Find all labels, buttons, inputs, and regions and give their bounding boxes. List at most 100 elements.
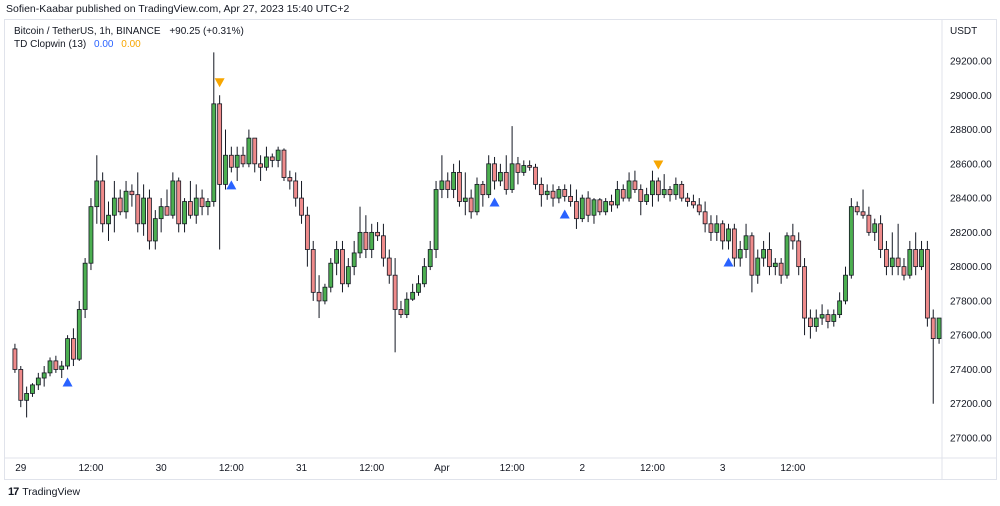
y-tick-label: 28400.00 bbox=[950, 194, 992, 205]
candle-body bbox=[585, 197, 591, 216]
candle-body bbox=[328, 262, 334, 288]
candle-body bbox=[802, 266, 807, 319]
indicator-value-1: 0.00 bbox=[94, 39, 114, 50]
candle-body bbox=[772, 262, 778, 268]
candle-body bbox=[462, 197, 468, 202]
candle-body bbox=[702, 211, 708, 225]
candle-body bbox=[299, 197, 304, 216]
candle-body bbox=[170, 180, 176, 216]
candle-body bbox=[796, 240, 802, 268]
candle-body bbox=[533, 166, 538, 185]
y-tick-label: 29200.00 bbox=[950, 57, 992, 68]
candle-body bbox=[720, 223, 726, 242]
candle-body bbox=[819, 314, 825, 319]
candle-body bbox=[574, 201, 579, 220]
candle-body bbox=[509, 163, 515, 190]
candle-body bbox=[82, 262, 88, 310]
candle-body bbox=[655, 180, 661, 196]
y-tick-label: 27200.00 bbox=[950, 399, 992, 410]
x-tick-label: 12:00 bbox=[219, 463, 244, 474]
candle-body bbox=[708, 223, 714, 233]
candle-body bbox=[866, 214, 872, 233]
candle-body bbox=[696, 204, 702, 213]
candle-body bbox=[211, 103, 217, 202]
candle-body bbox=[872, 223, 878, 233]
candle-body bbox=[790, 235, 796, 242]
candle-body bbox=[182, 201, 187, 225]
x-tick-label: 3 bbox=[720, 463, 726, 474]
candle-body bbox=[457, 171, 462, 202]
sell-signal-marker bbox=[653, 160, 664, 170]
candle-body bbox=[644, 194, 650, 202]
candle-body bbox=[755, 257, 761, 276]
candle-body bbox=[65, 338, 70, 367]
candle-body bbox=[527, 165, 533, 168]
candle-body bbox=[936, 317, 942, 340]
x-tick-label: Apr bbox=[434, 463, 450, 474]
candle-body bbox=[404, 298, 410, 316]
publisher-caption: Sofien-Kaabar published on TradingView.c… bbox=[6, 3, 350, 15]
x-tick-label: 12:00 bbox=[359, 463, 384, 474]
candle-body bbox=[41, 372, 47, 379]
candle-body bbox=[901, 266, 907, 276]
chart-frame bbox=[4, 19, 997, 480]
y-tick-label: 27800.00 bbox=[950, 296, 992, 307]
x-tick-label: 12:00 bbox=[500, 463, 525, 474]
candle-body bbox=[714, 223, 720, 233]
candle-body bbox=[731, 228, 737, 259]
candle-body bbox=[913, 249, 919, 268]
candle-body bbox=[59, 365, 65, 370]
symbol-title: Bitcoin / TetherUS, 1h, BINANCE bbox=[14, 26, 161, 37]
candle-body bbox=[889, 257, 895, 268]
candle-body bbox=[199, 197, 205, 208]
candle-body bbox=[544, 190, 550, 196]
indicator-legend[interactable]: TD Clopwin (13) 0.00 0.00 bbox=[14, 39, 141, 50]
candle-body bbox=[503, 171, 509, 190]
candle-body bbox=[228, 154, 234, 168]
candle-body bbox=[76, 309, 82, 360]
x-tick-label: 2 bbox=[580, 463, 586, 474]
candle-body bbox=[486, 163, 492, 196]
candle-body bbox=[439, 180, 445, 190]
candle-body bbox=[100, 180, 106, 225]
candle-body bbox=[152, 218, 158, 242]
y-tick-label: 29000.00 bbox=[950, 91, 992, 102]
candle-body bbox=[614, 189, 620, 206]
candle-body bbox=[304, 214, 310, 250]
x-tick-label: 31 bbox=[296, 463, 308, 474]
candle-body bbox=[831, 314, 837, 322]
candle-body bbox=[217, 103, 223, 185]
candle-body bbox=[386, 257, 392, 276]
x-tick-label: 12:00 bbox=[640, 463, 665, 474]
candle-body bbox=[492, 163, 497, 182]
candle-body bbox=[106, 214, 111, 225]
buy-signal-marker bbox=[62, 377, 73, 387]
candle-body bbox=[88, 206, 94, 264]
tradingview-logo-icon: 17 bbox=[8, 486, 19, 498]
candle-body bbox=[620, 189, 626, 199]
buy-signal-marker bbox=[723, 257, 734, 267]
candle-body bbox=[176, 180, 182, 225]
candle-body bbox=[117, 197, 123, 213]
candle-body bbox=[538, 183, 544, 196]
sell-signal-marker bbox=[214, 78, 225, 88]
candle-body bbox=[562, 189, 568, 197]
indicator-value-2: 0.00 bbox=[121, 39, 141, 50]
candle-body bbox=[854, 206, 860, 213]
candle-body bbox=[264, 156, 269, 168]
price-change: +90.25 (+0.31%) bbox=[169, 26, 244, 37]
candle-body bbox=[410, 291, 416, 300]
candle-body bbox=[53, 360, 59, 370]
candle-body bbox=[135, 194, 141, 225]
candle-body bbox=[650, 180, 655, 196]
candle-body bbox=[351, 252, 357, 268]
y-tick-label: 27400.00 bbox=[950, 365, 992, 376]
candle-body bbox=[398, 309, 404, 316]
y-tick-label: 27600.00 bbox=[950, 331, 992, 342]
symbol-legend[interactable]: Bitcoin / TetherUS, 1h, BINANCE +90.25 (… bbox=[14, 26, 244, 37]
candle-body bbox=[316, 291, 322, 302]
candle-body bbox=[884, 249, 889, 268]
candle-body bbox=[340, 249, 345, 285]
tradingview-logo[interactable]: 17 TradingView bbox=[8, 486, 80, 498]
